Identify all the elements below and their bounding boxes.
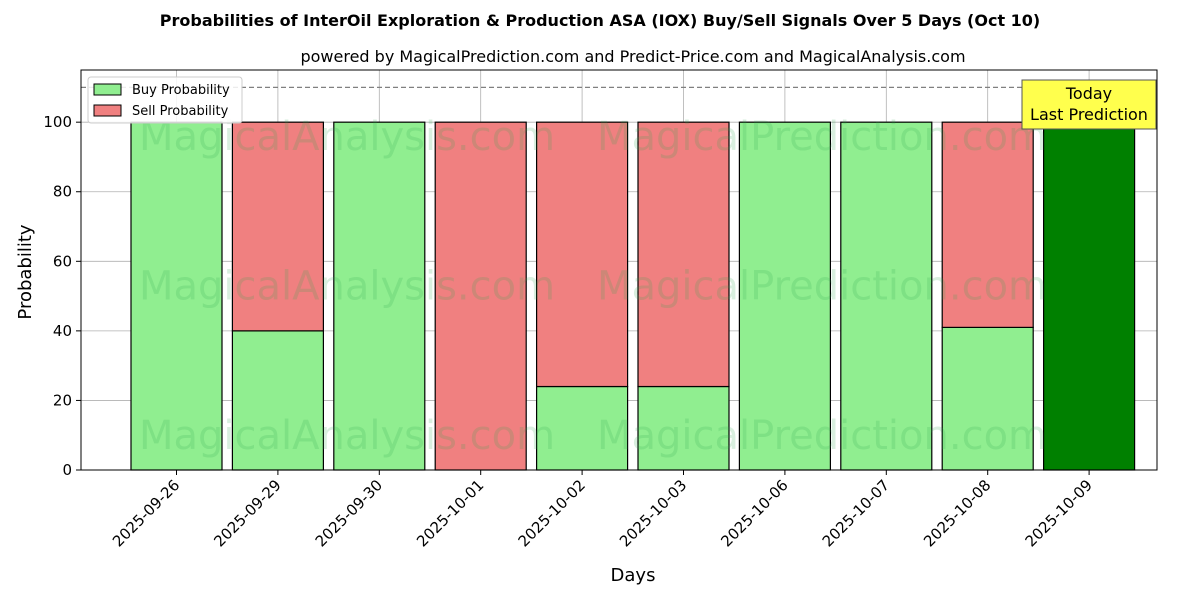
annotation-line-1: Today — [1065, 84, 1112, 103]
y-tick-label: 20 — [53, 391, 72, 409]
buy-bar — [333, 121, 426, 471]
x-tick-label: 2025-10-07 — [819, 476, 893, 550]
sell-bar — [231, 121, 324, 332]
watermarks: MagicalAnalysis.com MagicalPrediction.com… — [139, 114, 1047, 459]
y-tick-label: 0 — [62, 461, 72, 479]
buy-bar — [941, 326, 1034, 471]
annotation-line-2: Last Prediction — [1030, 105, 1148, 124]
y-tick-label: 60 — [53, 252, 72, 270]
legend-entry-label: Buy Probability — [132, 83, 230, 98]
x-tick-label: 2025-10-03 — [616, 476, 690, 550]
buy-bar — [738, 121, 832, 471]
watermark-text: MagicalPrediction.com — [597, 413, 1047, 459]
buy-bar — [231, 330, 324, 471]
buy-bar — [840, 121, 933, 471]
legend-entry-label: Sell Probability — [132, 104, 229, 119]
y-tick-label: 40 — [53, 322, 72, 340]
x-axis-label: Days — [611, 565, 656, 586]
watermark-text: MagicalPrediction.com — [597, 114, 1047, 160]
x-tick-label: 2025-10-09 — [1022, 476, 1096, 550]
buy-bar — [637, 385, 730, 471]
buy-bar — [1042, 121, 1136, 471]
x-tick-label: 2025-09-29 — [210, 476, 284, 550]
legend: Buy Probability Sell Probability — [87, 76, 243, 124]
sell-bar — [434, 121, 527, 471]
x-tick-label: 2025-10-08 — [920, 476, 994, 550]
sell-bar — [535, 121, 629, 388]
legend-swatch — [93, 83, 122, 96]
y-tick-label: 100 — [43, 113, 72, 131]
x-tick-label: 2025-09-30 — [312, 476, 386, 550]
chart-title: Probabilities of InterOil Exploration & … — [160, 11, 1040, 30]
watermark-text: MagicalPrediction.com — [597, 264, 1047, 310]
y-tick-label: 80 — [53, 183, 72, 201]
watermark-text: MagicalAnalysis.com — [139, 264, 555, 310]
watermark-text: MagicalAnalysis.com — [139, 413, 555, 459]
chart-subtitle: powered by MagicalPrediction.com and Pre… — [300, 47, 965, 66]
annotation-box — [1021, 79, 1157, 130]
x-tick-label: 2025-09-26 — [109, 476, 183, 550]
x-tick-label: 2025-10-06 — [717, 476, 791, 550]
annotation: Today Last Prediction — [1021, 79, 1157, 130]
legend-swatch — [93, 104, 122, 117]
x-tick-label: 2025-10-02 — [515, 476, 589, 550]
sell-bar — [637, 121, 730, 388]
legend-box — [87, 76, 243, 124]
y-axis-label: Probability — [15, 224, 36, 319]
x-tick-label: 2025-10-01 — [413, 476, 487, 550]
sell-bar — [941, 121, 1034, 328]
plot-frame — [80, 69, 1158, 471]
